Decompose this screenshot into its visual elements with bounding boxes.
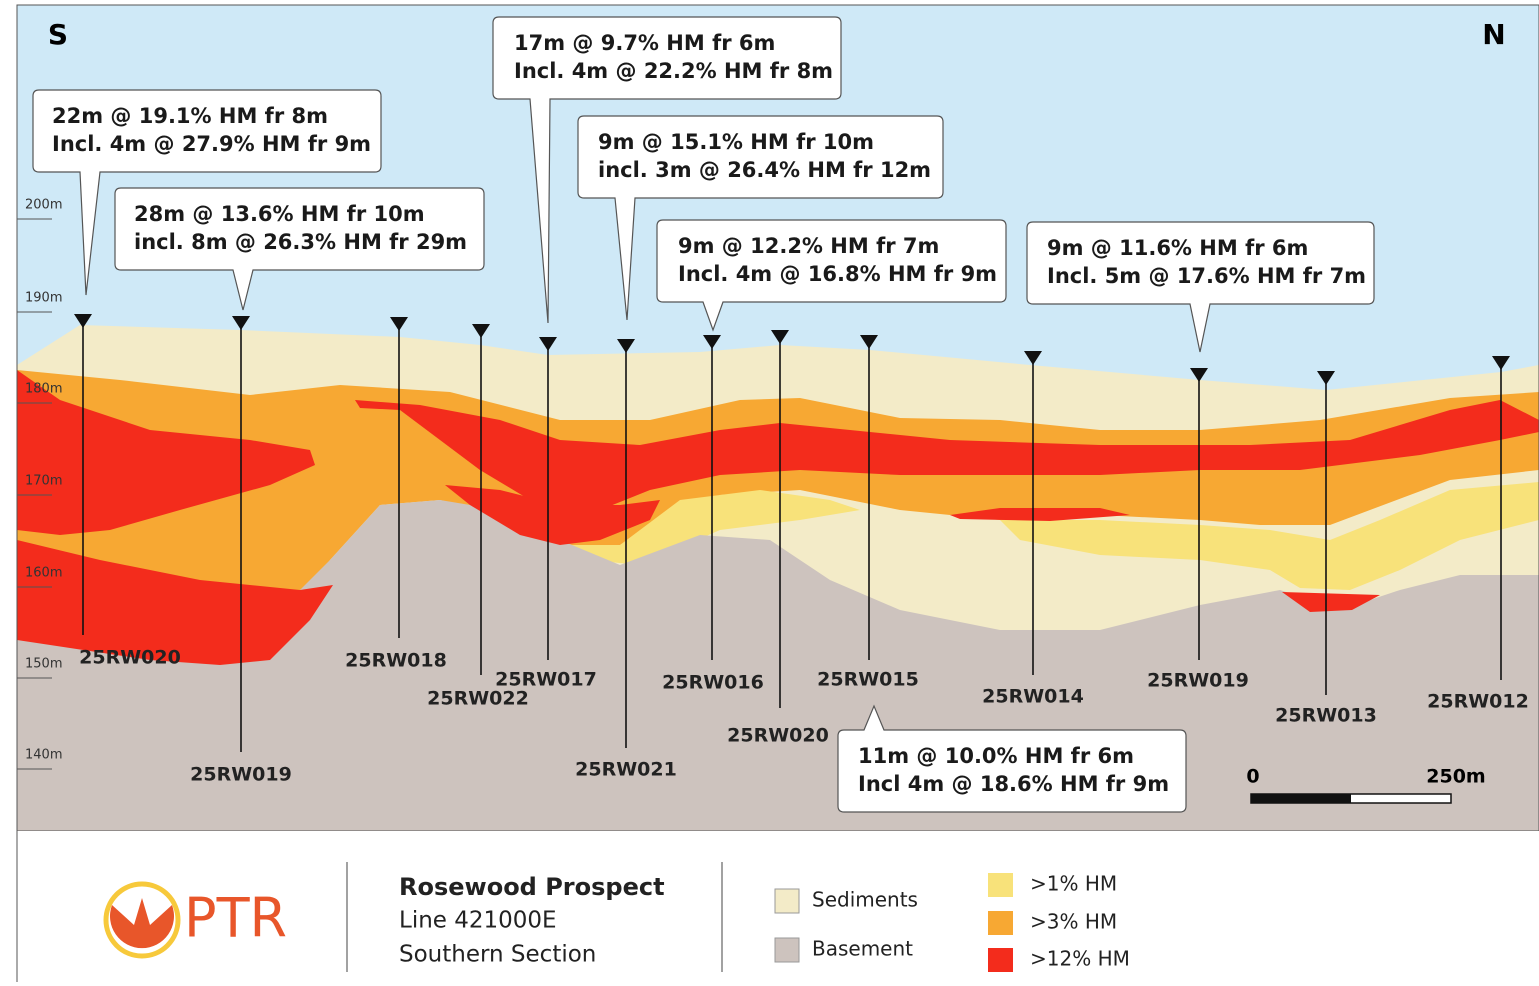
drillhole-label: 25RW020 — [79, 647, 181, 669]
drillhole-label: 25RW019 — [1147, 670, 1249, 692]
elevation-label: 170m — [25, 474, 62, 489]
drillhole-label: 25RW020 — [727, 725, 829, 747]
callout-box — [656, 219, 1007, 332]
legend-swatch — [774, 888, 800, 914]
callout-text: incl. 3m @ 26.4% HM fr 12m — [598, 158, 931, 182]
compass-south: S — [48, 18, 68, 51]
legend-swatch — [988, 911, 1013, 935]
elevation-label: 190m — [25, 291, 62, 306]
collar — [771, 330, 789, 344]
legend-label: >3% HM — [1030, 910, 1117, 934]
callout-text: 17m @ 9.7% HM fr 6m — [514, 31, 775, 55]
collar — [1492, 356, 1510, 370]
collar — [1317, 371, 1335, 385]
callout-text: Incl. 4m @ 22.2% HM fr 8m — [514, 59, 833, 83]
subtitle: Southern Section — [399, 942, 596, 968]
callout-box — [492, 16, 842, 324]
collar — [232, 316, 250, 330]
collar — [539, 337, 557, 351]
legend-label: Basement — [812, 937, 913, 961]
callout-box — [114, 187, 485, 311]
callout-text: 9m @ 12.2% HM fr 7m — [678, 234, 939, 258]
compass-north: N — [1482, 18, 1505, 51]
legend-swatch — [988, 873, 1013, 897]
callout-text: Incl 4m @ 18.6% HM fr 9m — [858, 772, 1169, 796]
elevation-label: 150m — [25, 657, 62, 672]
scale-start: 0 — [1246, 766, 1259, 788]
red-zone — [17, 370, 315, 535]
drillhole-label: 25RW016 — [662, 672, 764, 694]
collar — [617, 339, 635, 353]
callout-text: 28m @ 13.6% HM fr 10m — [134, 202, 425, 226]
drillhole-label: 25RW018 — [345, 650, 447, 672]
legend-label: >12% HM — [1030, 947, 1130, 971]
drillhole-label: 25RW013 — [1275, 705, 1377, 727]
red-zone — [17, 540, 333, 665]
title: Rosewood Prospect — [399, 873, 665, 901]
collar — [74, 314, 92, 328]
callout-text: 9m @ 11.6% HM fr 6m — [1047, 236, 1308, 260]
logo-text: PTR — [184, 887, 287, 950]
elevation-label: 180m — [25, 382, 62, 397]
legend-swatch — [774, 937, 800, 963]
collar — [472, 324, 490, 338]
collar — [1024, 351, 1042, 365]
callout-box — [1026, 221, 1375, 353]
yellow-zone — [1000, 482, 1539, 590]
red-zone — [355, 400, 1539, 520]
drillhole-label: 25RW017 — [495, 669, 597, 691]
callout-text: Incl. 5m @ 17.6% HM fr 7m — [1047, 264, 1366, 288]
collar — [703, 335, 721, 349]
callout-box — [837, 704, 1187, 813]
logo-mark — [109, 898, 174, 949]
red-zone — [950, 508, 1130, 521]
legend-label: Sediments — [812, 888, 918, 912]
subtitle: Line 421000E — [399, 908, 557, 934]
callout-box — [577, 115, 944, 321]
scale-bar-fill — [1251, 794, 1351, 803]
drillhole-label: 25RW019 — [190, 764, 292, 786]
collar — [1190, 368, 1208, 382]
collar — [390, 317, 408, 331]
logo-ring — [103, 881, 181, 959]
red-zone — [1282, 592, 1380, 612]
drillhole-label: 25RW012 — [1427, 691, 1529, 713]
drillhole-label: 25RW022 — [427, 688, 529, 710]
callout-text: 9m @ 15.1% HM fr 10m — [598, 130, 874, 154]
elevation-label: 160m — [25, 566, 62, 581]
elevation-label: 140m — [25, 748, 62, 763]
drillhole-label: 25RW015 — [817, 669, 919, 691]
elevation-label: 200m — [25, 198, 62, 213]
legend-swatch — [988, 948, 1013, 972]
collar — [860, 335, 878, 349]
callout-text: Incl. 4m @ 27.9% HM fr 9m — [52, 132, 371, 156]
callout-text: Incl. 4m @ 16.8% HM fr 9m — [678, 262, 997, 286]
yellow-zone — [560, 490, 860, 565]
callout-text: 11m @ 10.0% HM fr 6m — [858, 744, 1134, 768]
red-zone — [445, 485, 660, 545]
drillhole-label: 25RW021 — [575, 759, 677, 781]
callout-text: 22m @ 19.1% HM fr 8m — [52, 104, 328, 128]
legend-label: >1% HM — [1030, 872, 1117, 896]
annotations: 200m 190m 180m 170m 160m 150m 140m 25RW020 25RW0… — [17, 16, 1529, 813]
callout-text: incl. 8m @ 26.3% HM fr 29m — [134, 230, 467, 254]
scale-end: 250m — [1426, 766, 1485, 788]
drillhole-label: 25RW014 — [982, 686, 1084, 708]
callout-box — [32, 89, 382, 296]
